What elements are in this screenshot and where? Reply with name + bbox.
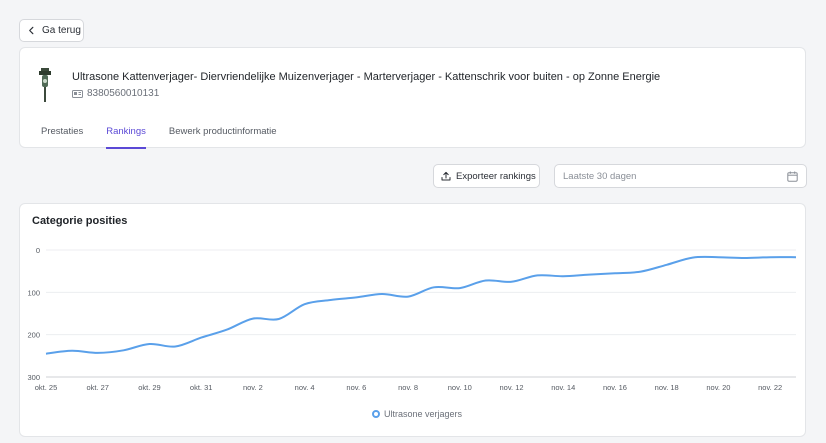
legend-marker <box>372 410 380 418</box>
product-ean: 8380560010131 <box>72 88 159 99</box>
tab-bar: Prestaties Rankings Bewerk productinform… <box>20 119 279 149</box>
date-range-input[interactable]: Laatste 30 dagen <box>554 164 807 188</box>
calendar-icon <box>787 171 798 182</box>
x-tick-label: nov. 8 <box>398 383 418 392</box>
x-tick-label: nov. 10 <box>448 383 472 392</box>
chart-legend[interactable]: Ultrasone verjagers <box>372 409 462 419</box>
product-title: Ultrasone Kattenverjager- Diervriendelij… <box>72 71 661 83</box>
tab-prestaties[interactable]: Prestaties <box>41 126 84 137</box>
x-tick-label: nov. 2 <box>243 383 263 392</box>
legend-label: Ultrasone verjagers <box>384 409 463 419</box>
y-tick-label: 0 <box>36 246 40 255</box>
product-thumbnail <box>39 68 51 102</box>
ean-value: 8380560010131 <box>87 88 160 99</box>
y-tick-label: 300 <box>27 373 40 382</box>
x-tick-label: nov. 14 <box>551 383 575 392</box>
y-tick-label: 100 <box>27 288 40 297</box>
category-positions-card: Categorie posities 0 100 200 300 okt. 25 okt.… <box>19 203 806 437</box>
x-tick-label: nov. 18 <box>655 383 679 392</box>
series-line <box>45 255 797 355</box>
product-card: Ultrasone Kattenverjager- Diervriendelij… <box>19 47 806 149</box>
x-tick-label: nov. 16 <box>603 383 627 392</box>
x-tick-label: okt. 25 <box>35 383 58 392</box>
chevron-left-icon <box>29 26 34 35</box>
date-range-placeholder: Laatste 30 dagen <box>563 170 637 182</box>
export-label: Exporteer rankings <box>456 170 536 182</box>
x-tick-label: nov. 20 <box>706 383 730 392</box>
back-label: Ga terug <box>42 25 81 36</box>
export-rankings-button[interactable]: Exporteer rankings <box>433 164 540 188</box>
tab-rankings[interactable]: Rankings <box>106 119 146 149</box>
tab-bewerk-productinformatie[interactable]: Bewerk productinformatie <box>168 126 277 137</box>
back-button[interactable]: Ga terug <box>19 19 84 42</box>
upload-icon <box>441 171 451 181</box>
barcode-icon <box>72 89 83 98</box>
y-tick-label: 200 <box>27 331 40 340</box>
x-tick-label: nov. 12 <box>499 383 523 392</box>
x-tick-label: okt. 29 <box>138 383 161 392</box>
x-tick-label: nov. 4 <box>295 383 315 392</box>
x-tick-label: okt. 31 <box>190 383 213 392</box>
x-tick-label: nov. 22 <box>758 383 782 392</box>
x-tick-label: okt. 27 <box>86 383 109 392</box>
x-tick-label: nov. 6 <box>346 383 366 392</box>
chart-title: Categorie posities <box>32 215 128 227</box>
